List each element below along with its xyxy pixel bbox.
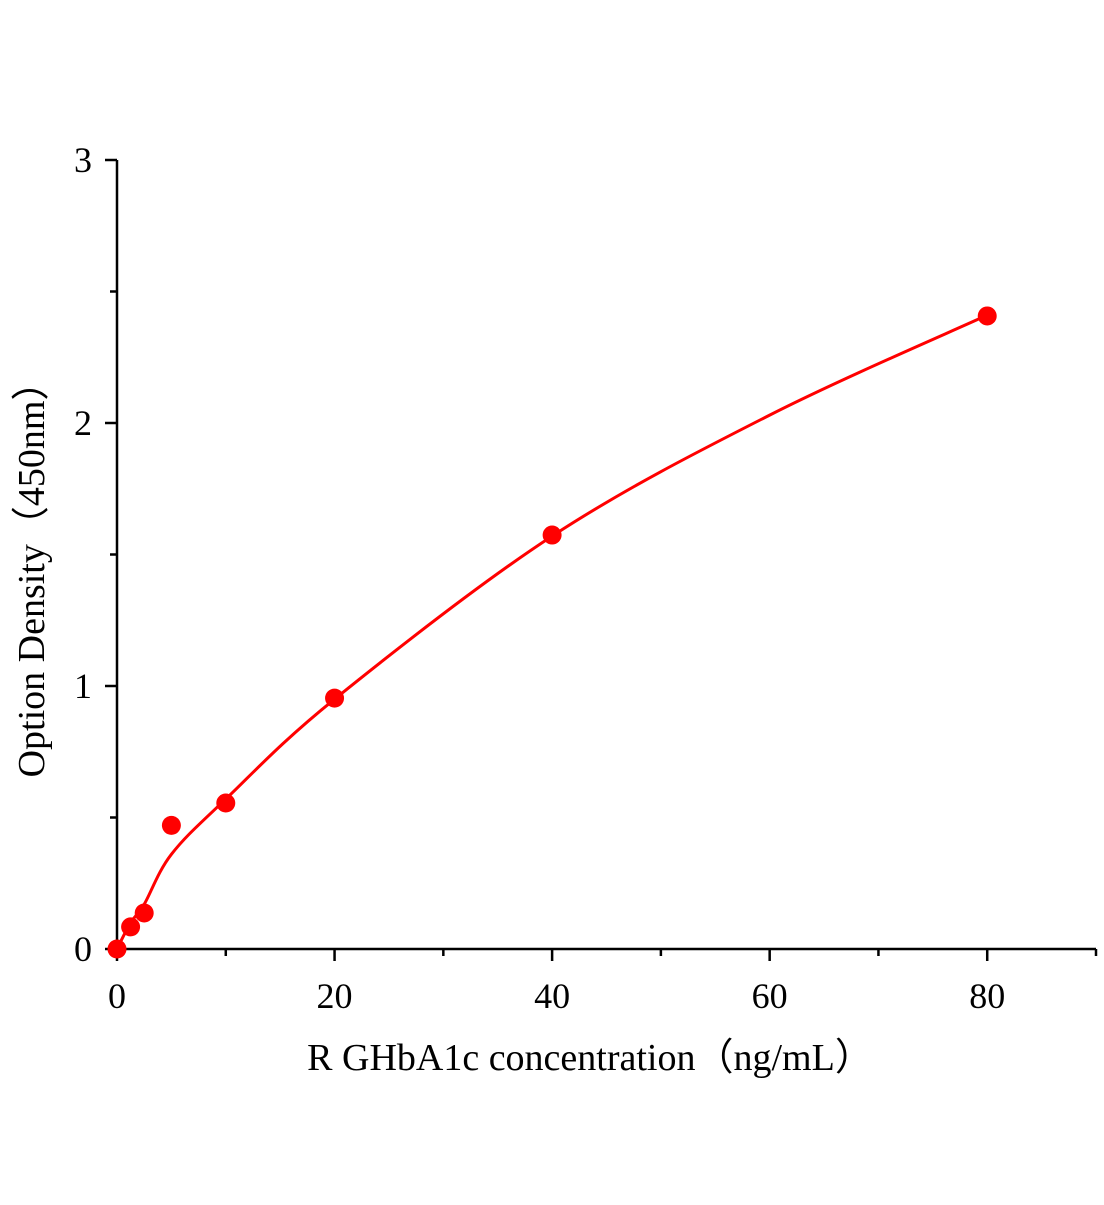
y-tick-label: 2: [74, 403, 92, 443]
y-tick-label: 1: [74, 666, 92, 706]
fit-curve-line: [115, 313, 988, 950]
y-tick-label: 3: [74, 140, 92, 180]
data-point: [161, 815, 181, 835]
data-point: [216, 793, 236, 813]
x-tick-label: 80: [969, 976, 1005, 1016]
data-point: [121, 917, 141, 937]
data-point: [134, 903, 154, 923]
x-axis-label: R GHbA1c concentration（ng/mL）: [307, 1037, 873, 1079]
data-point: [542, 525, 562, 545]
x-tick-label: 20: [317, 976, 353, 1016]
data-point: [325, 688, 345, 708]
y-tick-label: 0: [74, 929, 92, 969]
data-point: [977, 306, 997, 326]
y-axis-label: Option Density（450nm）: [11, 363, 53, 778]
data-point: [107, 939, 127, 959]
x-tick-label: 60: [752, 976, 788, 1016]
x-tick-label: 40: [534, 976, 570, 1016]
x-tick-label: 0: [108, 976, 126, 1016]
